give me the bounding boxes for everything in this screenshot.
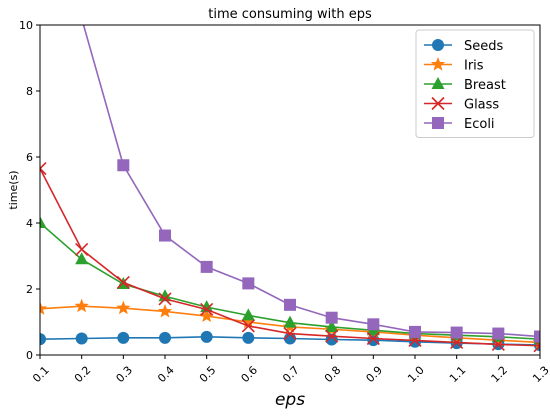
x-tick-label: 1.1 bbox=[447, 364, 469, 386]
series-group bbox=[34, 6, 540, 353]
y-axis: 0 2 4 6 8 10 bbox=[19, 19, 40, 362]
legend-marker-glass bbox=[431, 96, 445, 111]
data-point-iris bbox=[241, 314, 256, 329]
data-point-glass bbox=[366, 331, 380, 346]
y-tick-label: 2 bbox=[26, 283, 33, 296]
legend-marker-breast bbox=[431, 77, 445, 89]
legend-item-iris: Iris bbox=[424, 57, 484, 74]
x-axis-label: eps bbox=[275, 390, 305, 410]
data-point-seeds bbox=[242, 331, 255, 344]
legend: Seeds Iris Breast Glass Ecoli bbox=[415, 29, 535, 138]
data-point-glass bbox=[40, 161, 47, 176]
x-axis: 0.1 0.2 0.3 0.4 0.5 0.6 0.7 0.8 0.9 1.0 1.1 1.2 1.3 bbox=[30, 355, 550, 385]
y-tick-label: 8 bbox=[26, 85, 33, 98]
x-tick-label: 0.5 bbox=[197, 364, 219, 386]
data-point-ecoli bbox=[450, 326, 463, 339]
data-point-breast bbox=[40, 216, 47, 228]
data-point-ecoli bbox=[159, 229, 171, 242]
legend-label-breast: Breast bbox=[464, 78, 506, 93]
data-point-ecoli bbox=[367, 318, 380, 331]
data-point-seeds bbox=[117, 331, 130, 344]
legend-label-glass: Glass bbox=[464, 98, 499, 113]
series-breast bbox=[40, 216, 540, 345]
legend-marker-ecoli bbox=[432, 117, 444, 129]
legend-item-ecoli: Ecoli bbox=[424, 117, 495, 132]
data-point-iris bbox=[74, 298, 89, 313]
data-point-iris bbox=[116, 300, 131, 315]
y-tick-label: 6 bbox=[26, 151, 33, 164]
legend-label-seeds: Seeds bbox=[464, 39, 504, 54]
y-axis-label: time(s) bbox=[7, 170, 20, 209]
data-point-seeds bbox=[159, 331, 171, 344]
data-point-breast bbox=[325, 319, 339, 332]
data-point-seeds bbox=[367, 334, 380, 347]
legend-label-iris: Iris bbox=[464, 59, 484, 74]
x-tick-label: 0.4 bbox=[155, 364, 177, 386]
legend-box bbox=[415, 29, 535, 138]
x-tick-label: 0.6 bbox=[239, 364, 261, 386]
chart-title: time consuming with eps bbox=[208, 7, 372, 22]
legend-label-ecoli: Ecoli bbox=[464, 117, 495, 132]
data-point-ecoli bbox=[200, 260, 213, 273]
x-tick-label: 0.3 bbox=[114, 364, 136, 386]
data-point-glass bbox=[283, 326, 297, 341]
data-point-ecoli bbox=[76, 12, 88, 24]
series-ecoli bbox=[34, 6, 540, 343]
legend-marker-seeds bbox=[432, 39, 444, 51]
x-tick-label: 0.9 bbox=[364, 364, 386, 386]
data-point-iris bbox=[199, 308, 214, 323]
data-point-ecoli bbox=[492, 327, 505, 340]
data-point-ecoli bbox=[409, 325, 421, 338]
y-tick-label: 0 bbox=[26, 349, 33, 362]
legend-item-glass: Glass bbox=[424, 96, 499, 113]
data-point-ecoli bbox=[284, 298, 296, 311]
data-point-glass bbox=[116, 275, 130, 289]
y-tick-label: 4 bbox=[26, 217, 33, 230]
x-tick-label: 0.8 bbox=[322, 364, 344, 386]
data-point-glass bbox=[158, 292, 172, 306]
x-tick-label: 1.0 bbox=[405, 364, 427, 386]
data-point-seeds bbox=[75, 332, 88, 345]
legend-item-seeds: Seeds bbox=[424, 39, 504, 54]
legend-marker-iris bbox=[430, 57, 446, 71]
data-point-seeds bbox=[200, 330, 213, 343]
x-tick-label: 0.2 bbox=[72, 364, 94, 386]
data-point-glass bbox=[491, 337, 505, 352]
x-tick-label: 0.1 bbox=[30, 364, 52, 386]
data-point-glass bbox=[75, 242, 89, 256]
data-point-ecoli bbox=[534, 330, 540, 343]
plot-area bbox=[34, 6, 541, 356]
data-point-iris bbox=[40, 301, 48, 315]
data-point-breast bbox=[75, 252, 89, 265]
x-tick-label: 0.7 bbox=[280, 364, 302, 386]
data-point-ecoli bbox=[117, 159, 130, 172]
data-point-ecoli bbox=[34, 6, 46, 18]
data-point-ecoli bbox=[242, 277, 255, 290]
legend-item-breast: Breast bbox=[424, 77, 506, 93]
data-point-glass bbox=[325, 329, 339, 343]
data-point-breast bbox=[241, 308, 255, 321]
x-tick-label: 1.3 bbox=[530, 364, 550, 386]
data-point-glass bbox=[241, 319, 255, 333]
data-point-breast bbox=[283, 315, 297, 328]
data-point-iris bbox=[157, 303, 173, 318]
data-point-ecoli bbox=[325, 311, 338, 324]
data-point-seeds bbox=[40, 333, 46, 346]
x-tick-label: 1.2 bbox=[489, 364, 511, 386]
data-point-glass bbox=[200, 302, 214, 317]
y-tick-label: 10 bbox=[19, 19, 33, 32]
